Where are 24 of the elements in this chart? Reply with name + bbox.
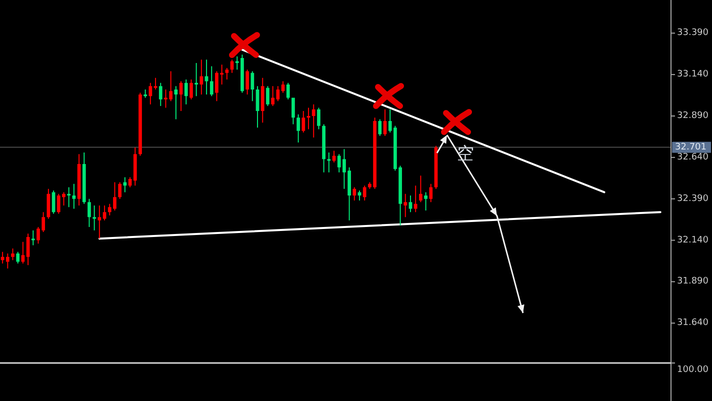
y-tick-label: 32.640 <box>677 152 709 162</box>
y-tick-label: 32.140 <box>677 235 709 246</box>
y-tick-label: 31.890 <box>677 276 709 287</box>
candlestick <box>154 78 158 90</box>
annotation: 空 <box>457 144 474 164</box>
candlestick <box>424 192 428 210</box>
candlestick <box>414 186 418 212</box>
y-tick-label: 32.390 <box>677 194 709 204</box>
candlestick <box>306 108 310 130</box>
ref-line-label: 32.701 <box>675 142 706 152</box>
y-tick-label: 32.890 <box>677 110 709 121</box>
y-tick-label: 31.640 <box>677 318 709 328</box>
candlestick <box>31 230 35 246</box>
candlestick <box>404 194 408 218</box>
y-tick-label: 33.390 <box>677 28 709 38</box>
candlestick <box>174 86 178 120</box>
y-tick-label: 33.140 <box>677 70 709 80</box>
candlestick <box>98 205 102 239</box>
candlestick <box>92 205 96 230</box>
candlestick <box>200 60 204 94</box>
candlestick <box>327 152 331 172</box>
text: 100.00 <box>677 365 709 375</box>
candlestick <box>194 62 198 96</box>
candlestick <box>67 187 71 208</box>
